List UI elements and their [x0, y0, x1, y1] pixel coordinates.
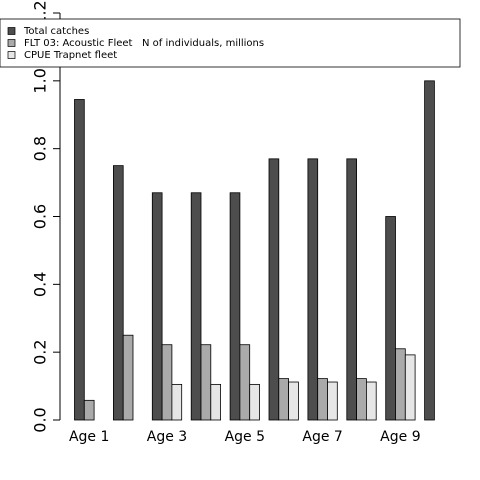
bar: [288, 381, 299, 421]
bar: [249, 383, 260, 421]
legend-swatch: [7, 51, 16, 59]
legend-label: CPUE Trapnet fleet: [24, 50, 117, 61]
bar: [161, 344, 173, 421]
bar: [229, 192, 241, 421]
bar: [83, 399, 95, 421]
bar: [210, 383, 222, 421]
bar: [113, 165, 124, 421]
bar: [424, 80, 435, 421]
bar: [200, 344, 212, 421]
y-tick-label: 0.0: [31, 407, 50, 432]
bar: [151, 192, 163, 421]
y-tick-label: 0.8: [31, 136, 50, 161]
y-tick-label: 0.4: [31, 272, 50, 297]
bar: [268, 158, 280, 421]
bar: [171, 383, 183, 421]
x-tick-label: Age 7: [302, 429, 342, 445]
y-tick-label: 0.6: [31, 204, 50, 229]
legend-box: [0, 18, 461, 68]
legend-swatch: [7, 39, 16, 47]
legend-label: FLT 03: Acoustic Fleet: [24, 38, 133, 49]
bar: [395, 348, 406, 421]
bar: [307, 158, 319, 421]
x-tick-label: Age 3: [147, 429, 187, 445]
bar: [365, 381, 377, 421]
x-tick-label: Age 9: [380, 429, 420, 445]
bar: [327, 381, 338, 421]
bar: [385, 216, 396, 421]
bar: [190, 192, 202, 421]
legend-label: Total catches: [23, 26, 89, 37]
bar: [356, 378, 367, 421]
bar: [278, 378, 289, 421]
bar: [346, 158, 357, 421]
bar: [122, 334, 134, 421]
bar: [74, 99, 85, 421]
x-tick-label: Age 5: [225, 429, 265, 445]
y-axis-label: N of individuals, millions: [142, 38, 264, 49]
y-tick-label: 1.0: [31, 68, 50, 93]
legend-swatch: [7, 27, 16, 35]
bar: [239, 344, 251, 421]
bar: [317, 378, 328, 421]
y-tick-label: 0.2: [31, 339, 50, 364]
bar: [404, 354, 416, 421]
x-tick-label: Age 1: [69, 429, 109, 445]
